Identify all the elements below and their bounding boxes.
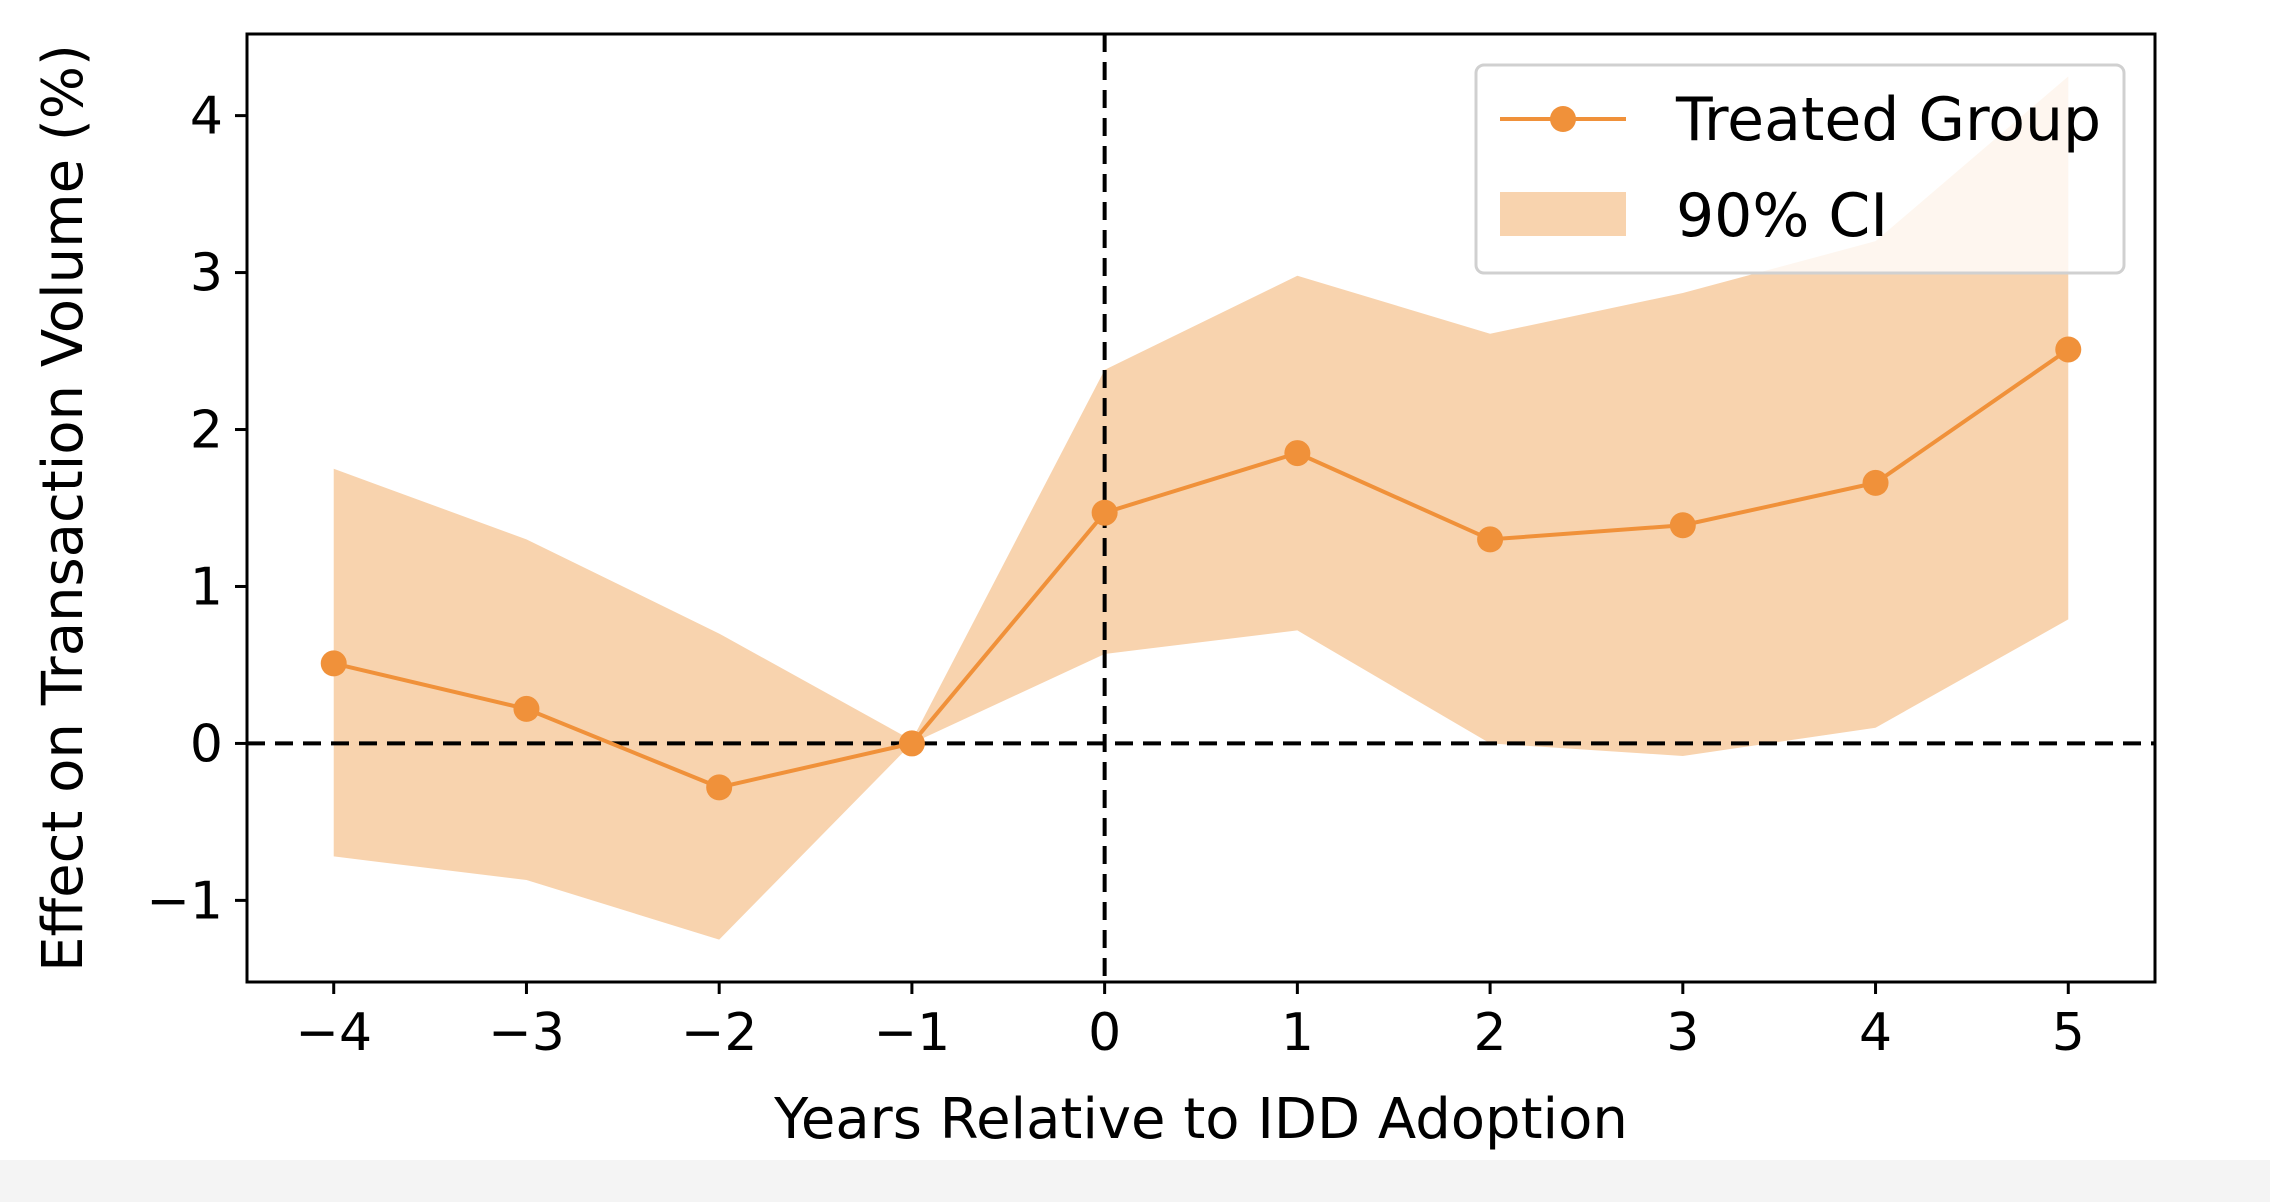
legend-label-treated-group: Treated Group — [1675, 85, 2101, 155]
x-tick-label: 2 — [1474, 1003, 1507, 1063]
bottom-strip — [0, 1160, 2270, 1202]
legend-label-ci: 90% CI — [1676, 181, 1888, 251]
x-tick-label: −1 — [874, 1003, 951, 1063]
data-point — [1091, 499, 1118, 526]
x-tick-label: 0 — [1088, 1003, 1121, 1063]
x-tick-label: 5 — [2052, 1003, 2085, 1063]
series-layer — [320, 336, 2082, 801]
x-tick-label: 1 — [1281, 1003, 1314, 1063]
data-point — [1477, 526, 1504, 553]
x-tick-label: −3 — [488, 1003, 565, 1063]
y-tick-label: 4 — [190, 87, 223, 147]
y-tick-label: 3 — [190, 244, 223, 304]
legend-frame — [1474, 63, 2126, 275]
y-tick-label: −1 — [146, 871, 223, 931]
y-tick-label: 2 — [190, 401, 223, 461]
x-axis-title: Years Relative to IDD Adoption — [773, 1087, 1628, 1152]
reference-lines-layer — [247, 34, 2155, 982]
plot-frame — [245, 32, 2157, 984]
x-tick-label: 3 — [1666, 1003, 1699, 1063]
x-tick-label: −4 — [295, 1003, 372, 1063]
series-line-treated-group — [333, 347, 2070, 790]
y-tick-label: 0 — [190, 714, 223, 774]
data-point — [513, 695, 540, 722]
legend-band-swatch — [1500, 192, 1626, 236]
x-ticks: −4 −3 −2 −1 0 1 2 3 4 5 — [295, 982, 2085, 1063]
data-point — [1669, 512, 1696, 539]
data-point — [706, 774, 733, 801]
confidence-band — [333, 76, 2069, 940]
data-point — [320, 650, 347, 677]
y-ticks: −1 0 1 2 3 4 — [146, 87, 247, 931]
y-tick-label: 1 — [190, 557, 223, 617]
x-tick-label: 4 — [1859, 1003, 1892, 1063]
data-point — [2055, 336, 2082, 363]
data-point — [1284, 440, 1311, 467]
data-point — [1862, 469, 1889, 496]
x-tick-label: −2 — [681, 1003, 758, 1063]
y-axis-title: Effect on Transaction Volume (%) — [31, 44, 96, 972]
legend-marker-swatch — [1550, 106, 1576, 132]
data-point — [898, 730, 925, 757]
confidence-band-layer — [333, 76, 2069, 940]
legend: Treated Group 90% CI — [1474, 63, 2126, 275]
